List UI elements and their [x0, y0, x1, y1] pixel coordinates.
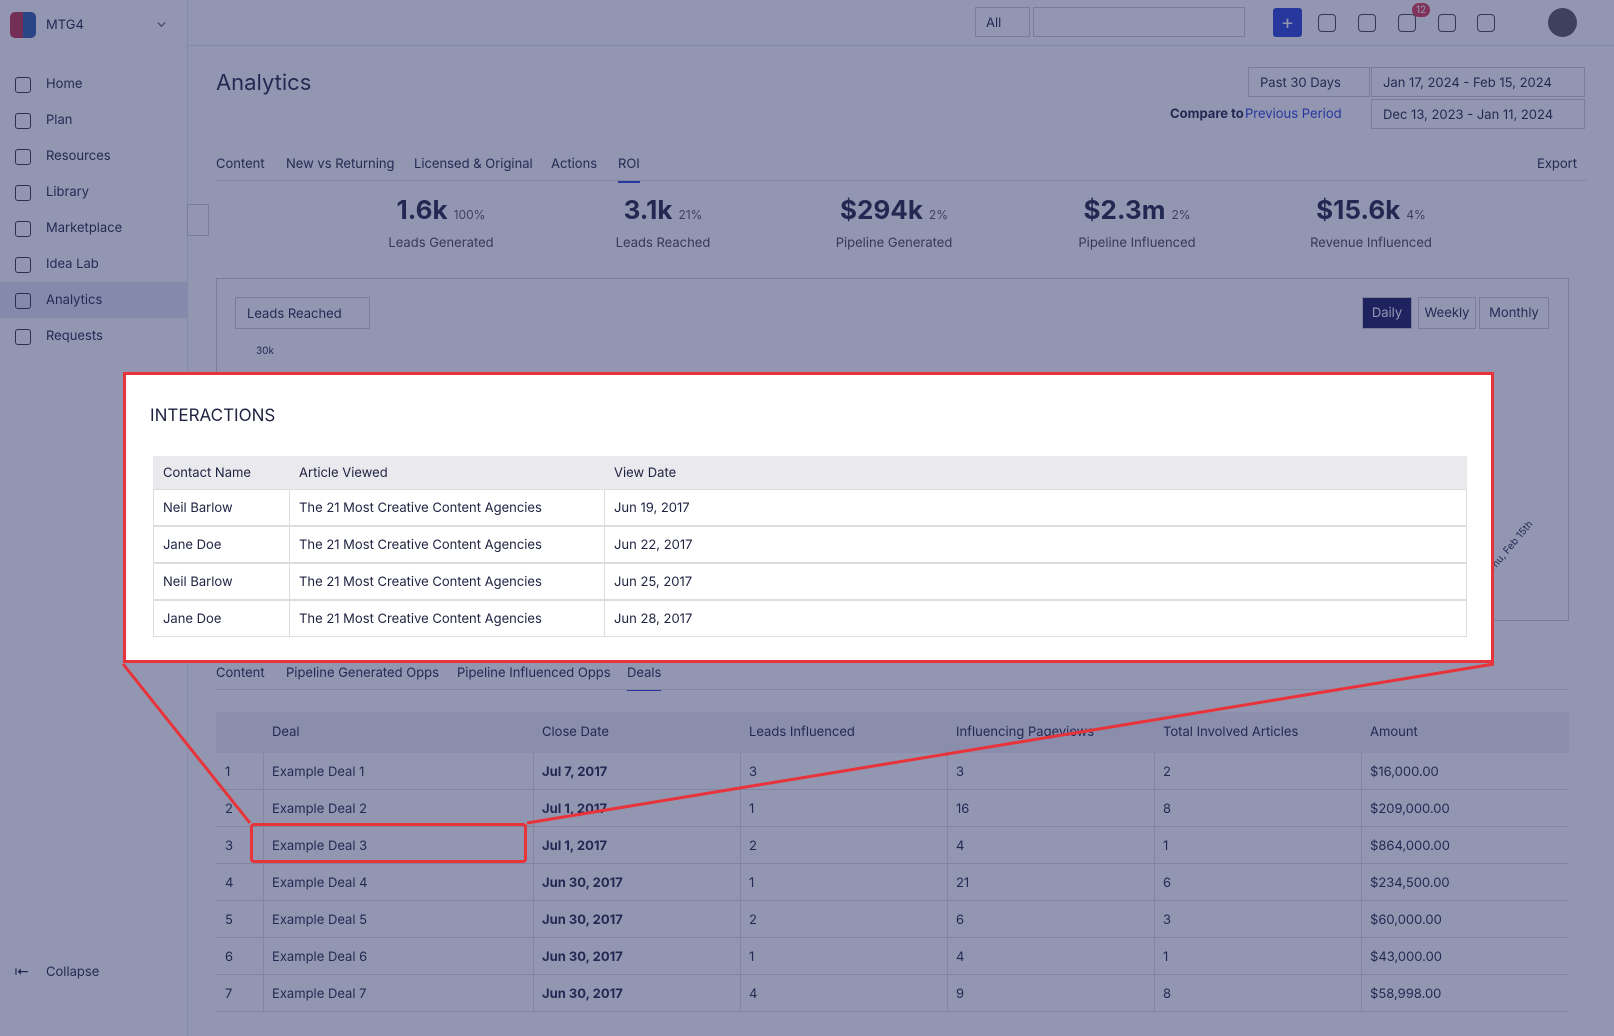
- table-cell: Neil Barlow: [163, 500, 233, 516]
- cell-rule: [289, 489, 290, 526]
- table-cell: The 21 Most Creative Content Agencies: [299, 500, 542, 516]
- table-cell: Jun 28, 2017: [614, 611, 693, 627]
- cell-rule: [604, 489, 605, 526]
- row-box: [153, 563, 1467, 600]
- table-cell: The 21 Most Creative Content Agencies: [299, 537, 542, 553]
- row-box: [153, 600, 1467, 637]
- cell-rule: [289, 563, 290, 600]
- column-header: Contact Name: [163, 465, 251, 481]
- column-header: Article Viewed: [299, 465, 388, 481]
- column-header: View Date: [614, 465, 677, 481]
- table-cell: Jun 22, 2017: [614, 537, 693, 553]
- cell-rule: [604, 600, 605, 637]
- row-box: [153, 526, 1467, 563]
- highlight-box: [250, 823, 527, 863]
- table-cell: The 21 Most Creative Content Agencies: [299, 574, 542, 590]
- cell-rule: [604, 563, 605, 600]
- cell-rule: [289, 600, 290, 637]
- row-box: [153, 489, 1467, 526]
- modal-title: INTERACTIONS: [150, 406, 276, 426]
- table-cell: Jun 25, 2017: [614, 574, 693, 590]
- table-cell: Jane Doe: [163, 611, 222, 627]
- table-cell: Neil Barlow: [163, 574, 233, 590]
- table-cell: Jane Doe: [163, 537, 222, 553]
- table-cell: The 21 Most Creative Content Agencies: [299, 611, 542, 627]
- modal-header: [153, 456, 1467, 489]
- cell-rule: [604, 526, 605, 563]
- cell-rule: [289, 526, 290, 563]
- modal: INTERACTIONS Contact Name Article Viewed Vi…: [123, 372, 1494, 663]
- table-cell: Jun 19, 2017: [614, 500, 690, 516]
